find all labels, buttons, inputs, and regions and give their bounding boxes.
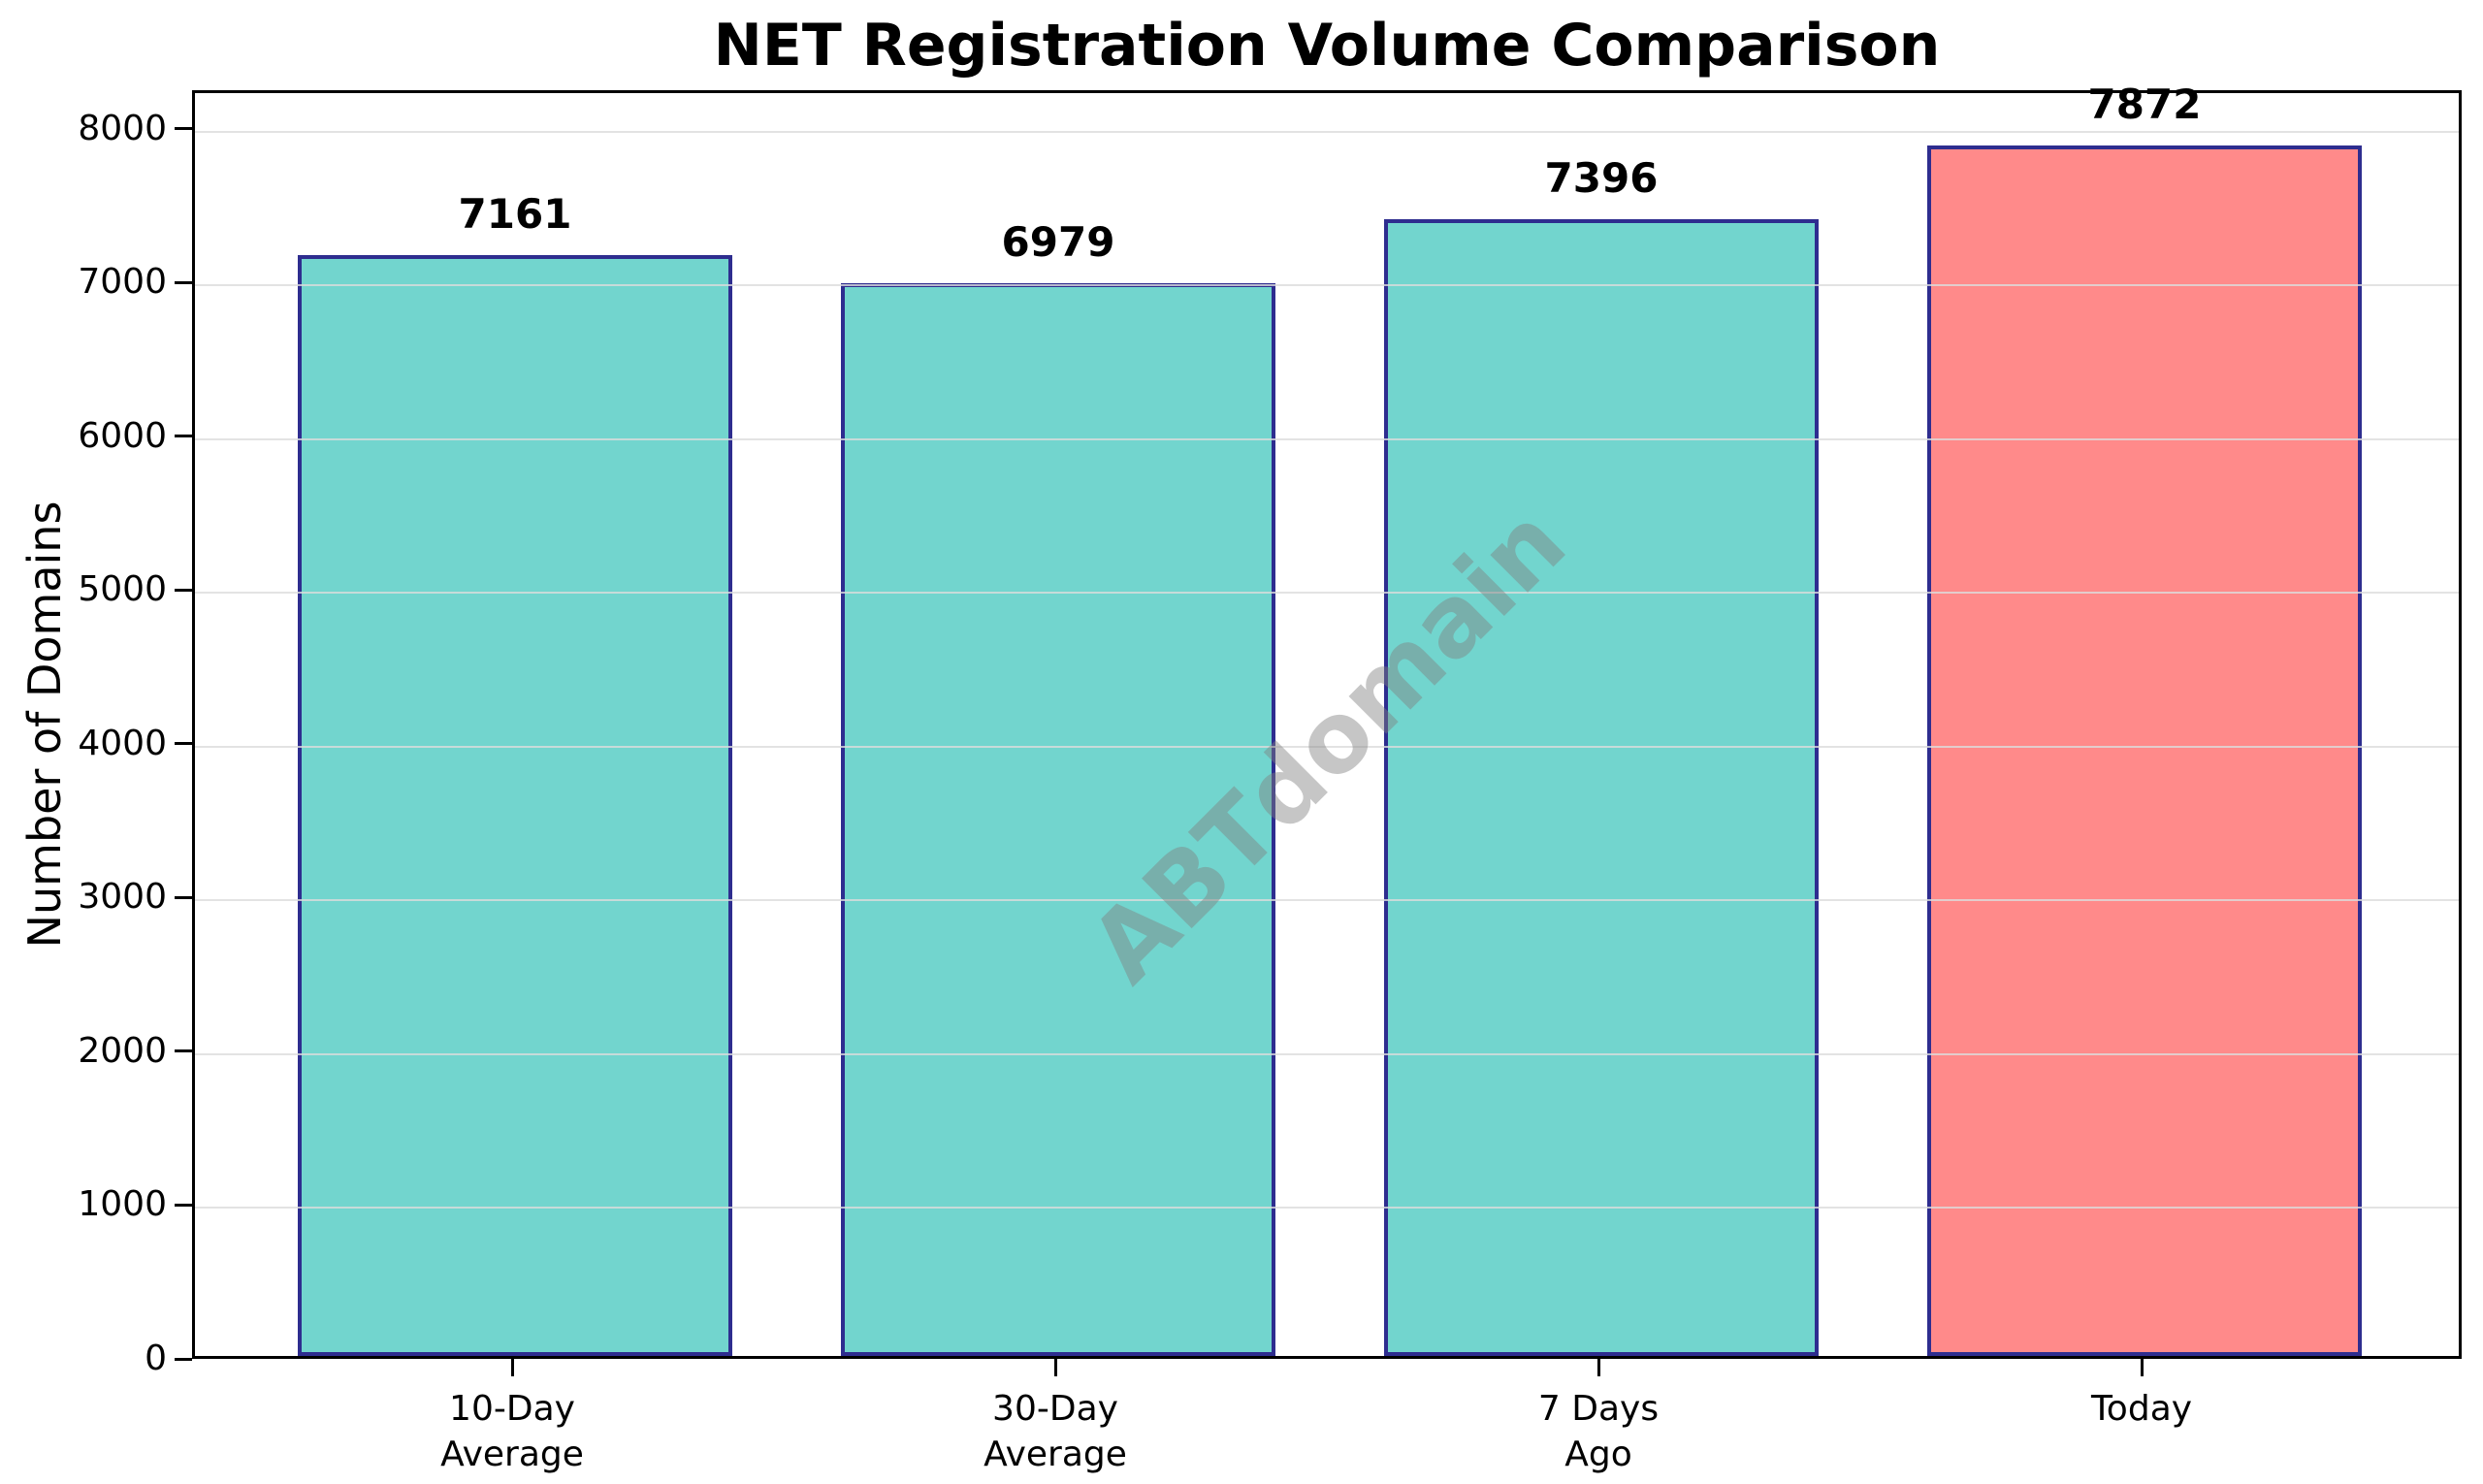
gridline-7000 [195, 284, 2459, 287]
x-tick-label-2: 7 Days Ago [1395, 1386, 1802, 1477]
y-tick-3000 [175, 895, 192, 899]
y-tick-2000 [175, 1049, 192, 1053]
x-tick-label-line: Ago [1564, 1435, 1632, 1474]
x-tick-1 [1053, 1359, 1057, 1376]
bar-value-label-0: 7161 [458, 189, 572, 238]
gridline-2000 [195, 1052, 2459, 1055]
x-tick-label-line: Average [440, 1435, 584, 1474]
x-tick-label-0: 10-Day Average [308, 1386, 716, 1477]
x-tick-label-line: 30-Day [992, 1389, 1118, 1429]
gridline-6000 [195, 437, 2459, 440]
x-tick-2 [1596, 1359, 1600, 1376]
y-tick-label-7000: 7000 [78, 262, 167, 303]
x-tick-0 [510, 1359, 514, 1376]
bar-value-label-1: 6979 [1001, 217, 1115, 266]
x-tick-label-line: 10-Day [449, 1389, 575, 1429]
y-tick-6000 [175, 435, 192, 438]
x-tick-label-1: 30-Day Average [852, 1386, 1259, 1477]
y-tick-0 [175, 1357, 192, 1361]
x-tick-label-line: Today [2090, 1389, 2193, 1429]
bar-30-day-average [841, 282, 1275, 1356]
y-tick-label-2000: 2000 [78, 1030, 167, 1071]
y-tick-1000 [175, 1203, 192, 1207]
x-tick-label-line: Average [984, 1435, 1127, 1474]
y-tick-label-5000: 5000 [78, 569, 167, 610]
gridline-3000 [195, 899, 2459, 902]
gridline-5000 [195, 592, 2459, 595]
bar-7-days-ago [1384, 218, 1819, 1356]
gridline-8000 [195, 130, 2459, 133]
y-tick-7000 [175, 280, 192, 284]
y-tick-4000 [175, 742, 192, 746]
x-tick-3 [2140, 1359, 2144, 1376]
plot-area: ABTdomain 7161 6979 7396 7872 [192, 81, 2462, 1359]
y-tick-label-8000: 8000 [78, 108, 167, 148]
y-tick-label-1000: 1000 [78, 1184, 167, 1225]
x-tick-label-3: Today [1938, 1386, 2345, 1432]
bar-value-label-3: 7872 [2087, 81, 2202, 129]
bar-value-label-2: 7396 [1544, 153, 1659, 202]
y-tick-label-0: 0 [145, 1339, 167, 1378]
gridline-1000 [195, 1207, 2459, 1210]
y-tick-label-4000: 4000 [78, 723, 167, 763]
x-tick-label-line: 7 Days [1537, 1389, 1660, 1429]
y-tick-5000 [175, 588, 192, 592]
bar-10-day-average [298, 254, 732, 1356]
y-tick-label-3000: 3000 [78, 877, 167, 918]
gridline-4000 [195, 745, 2459, 748]
y-tick-8000 [175, 127, 192, 131]
bar-today [1927, 145, 2362, 1356]
chart-title: NET Registration Volume Comparison [713, 12, 1941, 80]
y-tick-label-6000: 6000 [78, 415, 167, 456]
